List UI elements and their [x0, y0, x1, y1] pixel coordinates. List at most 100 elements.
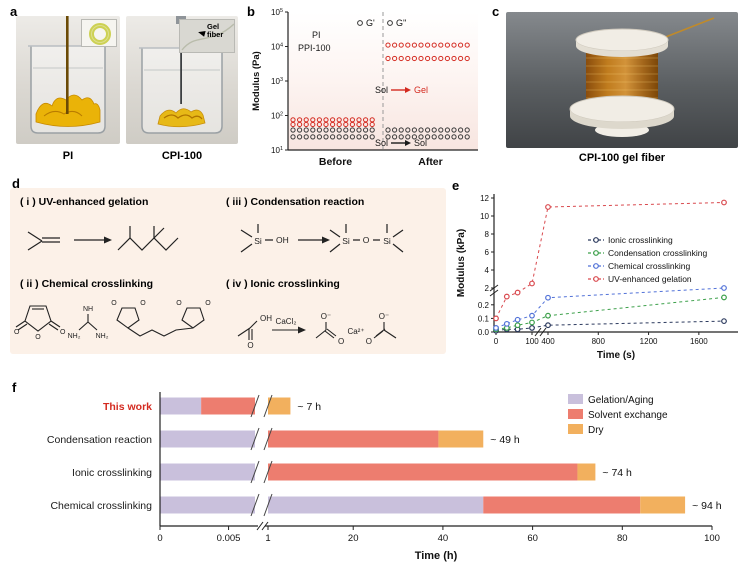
svg-text:Sol: Sol — [375, 85, 388, 95]
svg-text:Solvent exchange: Solvent exchange — [588, 410, 668, 421]
cpi-beaker-illustration — [139, 16, 225, 134]
o-label: O — [247, 341, 253, 350]
gelation-kinetics-chart: 0.0 0.1 0.2 2 4 6 8 10 12 0 100 400 800 1200 1600 Time … — [456, 194, 738, 361]
pi-caption: PI — [62, 150, 74, 162]
cacl2-label: CaCl₂ — [276, 317, 297, 326]
svg-text:102: 102 — [271, 112, 283, 121]
scheme-ii-title: ( ii ) Chemical crosslinking — [20, 278, 153, 290]
cpi-caption: CPI-100 — [161, 150, 203, 162]
svg-text:8: 8 — [485, 230, 490, 239]
svg-text:1200: 1200 — [640, 337, 658, 346]
svg-text:12: 12 — [480, 194, 489, 203]
svg-text:This work: This work — [103, 401, 152, 413]
panel-label-d: d — [12, 176, 20, 191]
spool-illustration — [569, 17, 715, 137]
pi-ring-illustration — [89, 23, 111, 45]
svg-text:~ 49 h: ~ 49 h — [490, 434, 520, 446]
o-label: O — [60, 329, 66, 336]
si-label: Si — [342, 236, 350, 246]
svg-text:UV-enhanced gelation: UV-enhanced gelation — [608, 274, 692, 284]
o-label: O — [14, 329, 20, 336]
svg-text:1: 1 — [265, 533, 270, 544]
svg-text:~ 94 h: ~ 94 h — [692, 500, 722, 512]
gel-fiber-annotation: Gel fiber — [197, 22, 231, 40]
svg-text:G'': G'' — [396, 18, 407, 28]
scheme-i-structure — [27, 226, 179, 251]
svg-text:100: 100 — [525, 337, 539, 346]
svg-text:6: 6 — [485, 248, 490, 257]
modulus-before-after-chart: 101 102 103 104 105 Modulus (Pa) Before After G'… — [251, 8, 478, 168]
o-label: O — [366, 337, 372, 346]
svg-text:Modulus (kPa): Modulus (kPa) — [456, 229, 467, 297]
scheme-i-title: ( i ) UV-enhanced gelation — [20, 196, 148, 208]
spool-caption: CPI-100 gel fiber — [578, 152, 666, 164]
scheme-iv-structure: OH O CaCl₂ O⁻ O Ca²⁺ O⁻ O — [237, 312, 397, 350]
svg-text:Ionic crosslinking: Ionic crosslinking — [72, 467, 152, 479]
svg-text:1600: 1600 — [690, 337, 708, 346]
scheme-iv-num: ( iv ) — [226, 278, 248, 290]
scheme-iii-text: Condensation reaction — [250, 196, 365, 208]
processing-time-chart: This work ~ 7 h Condensation reaction ~ 49 … — [47, 392, 722, 562]
svg-text:100: 100 — [704, 533, 720, 544]
svg-text:101: 101 — [271, 146, 283, 155]
si-label: Si — [383, 236, 391, 246]
nh2-label: NH₂ — [68, 333, 81, 340]
svg-text:40: 40 — [438, 533, 449, 544]
o-label: O — [363, 235, 370, 245]
panel-label-e: e — [452, 178, 460, 193]
spool-photo — [506, 12, 738, 148]
nh2-label: NH₂ — [96, 333, 109, 340]
oh-label: OH — [276, 235, 289, 245]
o-label: O — [176, 300, 182, 307]
svg-text:Sol: Sol — [375, 138, 388, 148]
svg-text:2: 2 — [485, 284, 490, 293]
o-label: O — [205, 300, 211, 307]
cpi-gel-photo: Gel fiber — [126, 16, 238, 144]
scheme-iv-title: ( iv ) Ionic crosslinking — [226, 278, 340, 290]
svg-text:Before: Before — [319, 156, 352, 168]
o-label: O — [111, 300, 117, 307]
arrow-icon — [322, 236, 330, 244]
svg-text:0: 0 — [157, 533, 162, 544]
svg-text:PI: PI — [312, 30, 321, 40]
svg-text:0.0: 0.0 — [478, 328, 490, 337]
scheme-ii-text: Chemical crosslinking — [41, 278, 154, 290]
svg-text:G': G' — [366, 18, 375, 28]
ca2-label: Ca²⁺ — [347, 327, 364, 336]
svg-text:60: 60 — [527, 533, 538, 544]
gel-fiber-annotation-text: Gel fiber — [207, 22, 224, 40]
svg-text:Condensation crosslinking: Condensation crosslinking — [608, 248, 707, 258]
gel-fiber-closeup-illustration — [180, 20, 234, 52]
svg-text:4: 4 — [485, 266, 490, 275]
nh-label: NH — [83, 306, 93, 313]
svg-text:Gelation/Aging: Gelation/Aging — [588, 395, 654, 406]
svg-text:800: 800 — [592, 337, 606, 346]
svg-text:80: 80 — [617, 533, 628, 544]
svg-text:0.2: 0.2 — [478, 301, 490, 310]
scheme-iv-text: Ionic crosslinking — [250, 278, 340, 290]
svg-text:Dry: Dry — [588, 425, 604, 436]
scheme-iii-structure: Si OH Si O Si — [240, 224, 404, 253]
scheme-i-text: UV-enhanced gelation — [38, 196, 149, 208]
o-label: O — [338, 337, 344, 346]
panel-label-c: c — [492, 4, 500, 19]
svg-text:~ 7 h: ~ 7 h — [297, 401, 321, 413]
si-label: Si — [254, 236, 262, 246]
pi-solution-photo — [16, 16, 120, 144]
svg-text:400: 400 — [541, 337, 555, 346]
svg-text:0.005: 0.005 — [217, 533, 241, 544]
svg-text:Sol: Sol — [414, 138, 427, 148]
svg-text:~ 74 h: ~ 74 h — [602, 467, 632, 479]
oh-label: OH — [260, 314, 272, 323]
svg-text:Chemical crosslinking: Chemical crosslinking — [50, 500, 152, 512]
svg-text:Time (h): Time (h) — [415, 550, 458, 562]
svg-text:20: 20 — [348, 533, 359, 544]
arrow-icon — [104, 236, 112, 244]
o-label: O — [35, 334, 41, 341]
svg-text:105: 105 — [271, 8, 283, 17]
o-minus-label: O⁻ — [379, 312, 389, 321]
svg-text:Condensation reaction: Condensation reaction — [47, 434, 152, 446]
reaction-schemes-panel: Si OH Si O Si O O — [10, 188, 446, 354]
svg-text:104: 104 — [271, 43, 283, 52]
